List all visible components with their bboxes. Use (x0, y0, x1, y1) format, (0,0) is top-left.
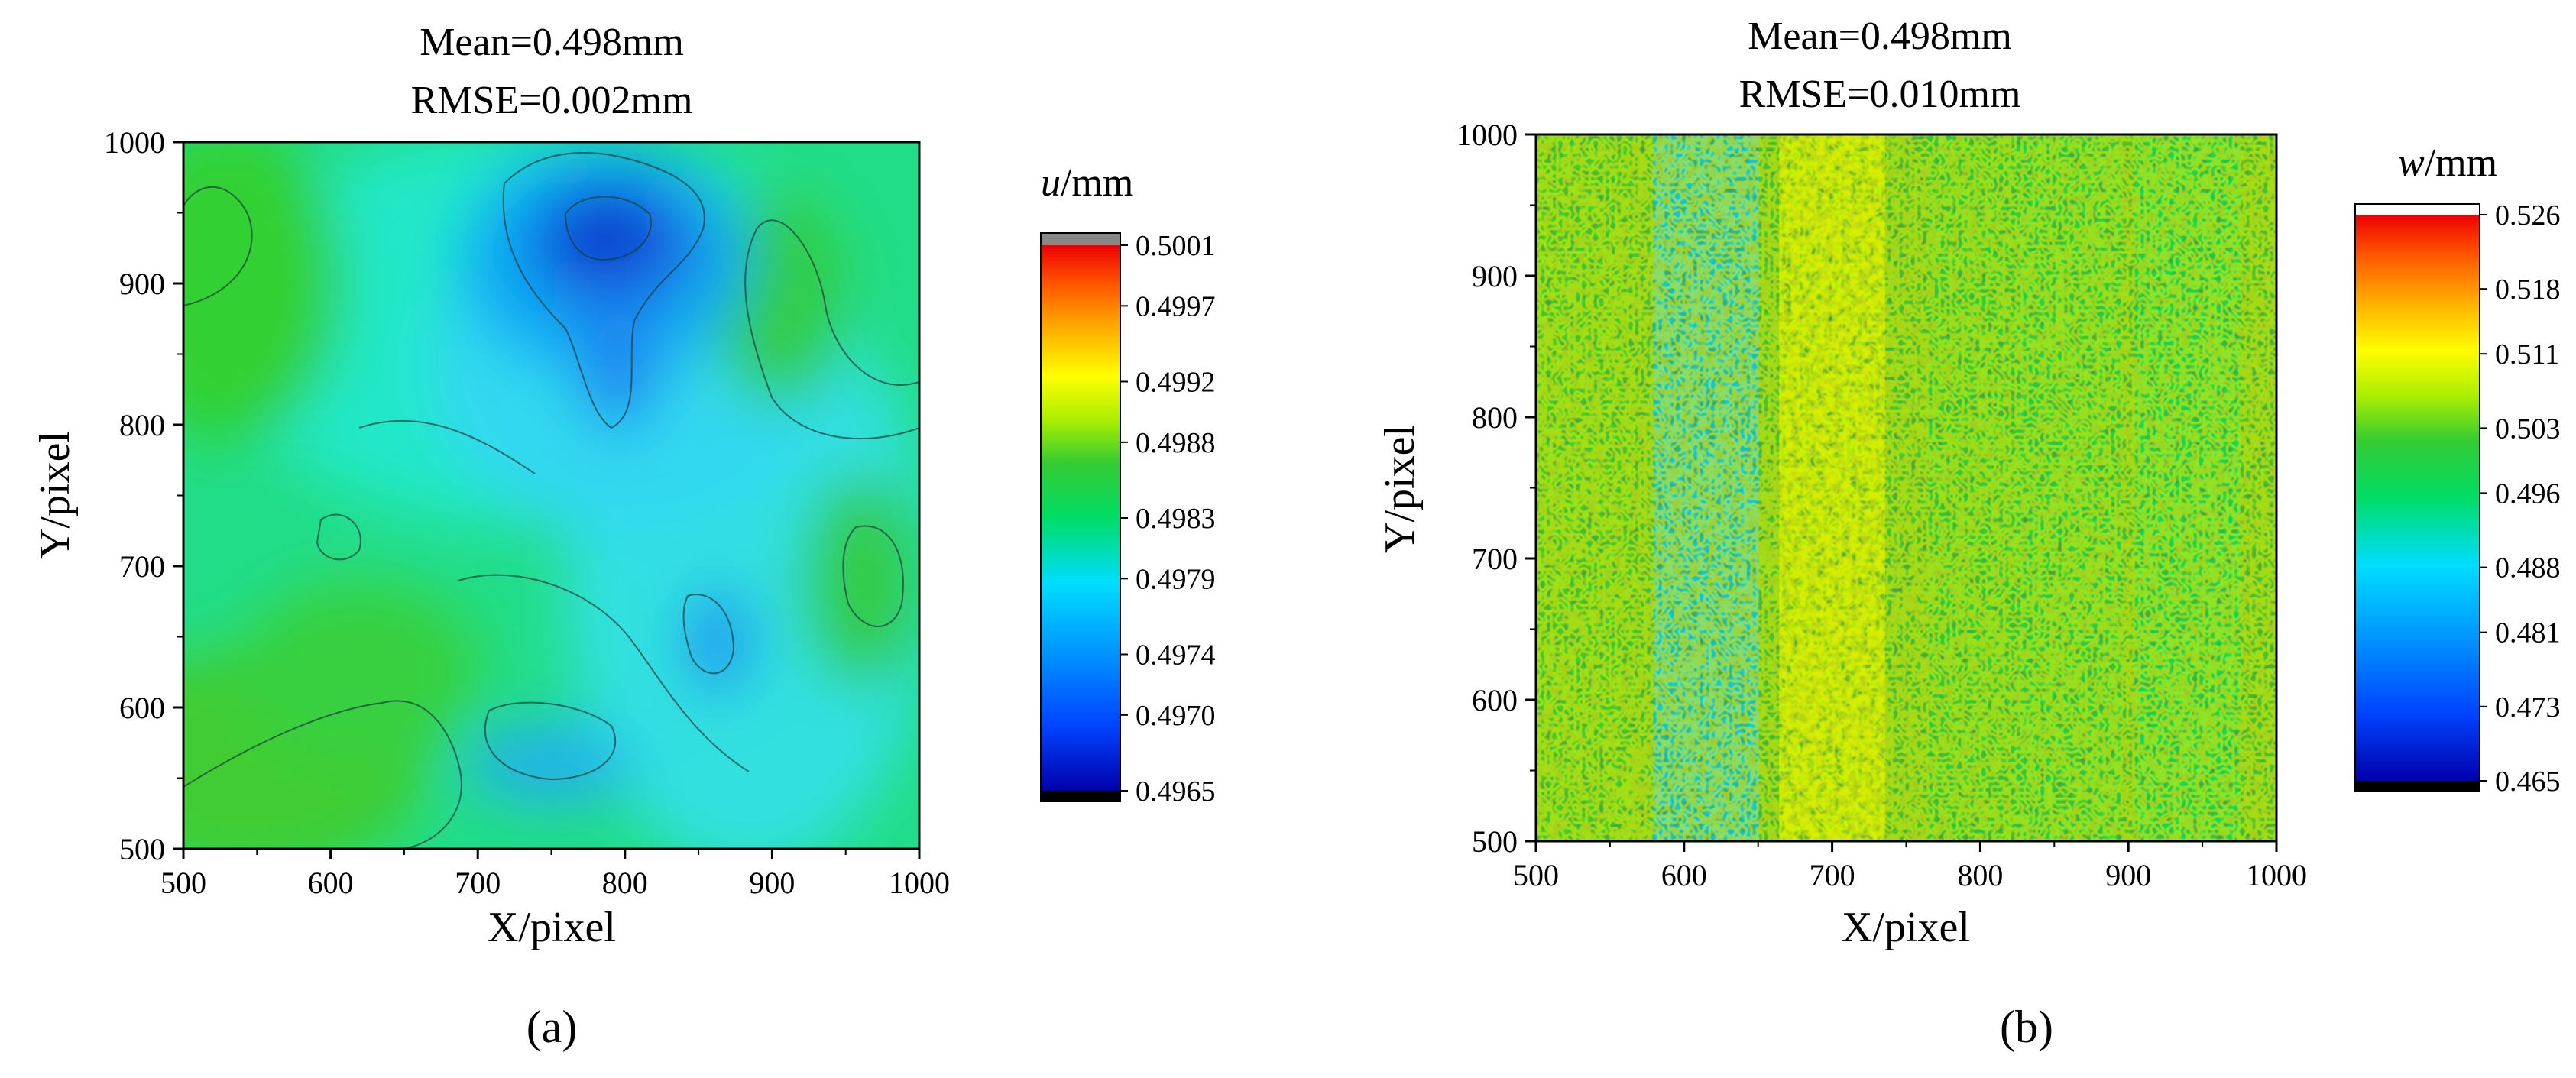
panel-a-colorbar-tick-label: 0.4988 (1136, 427, 1216, 459)
panel-a-xtick-label: 500 (160, 866, 206, 900)
panel-a: Mean=0.498mm RMSE=0.002mm (31, 21, 1216, 951)
panel-b-heatmap (1536, 134, 2276, 841)
panel-a-ylabel: Y/pixel (31, 431, 79, 559)
panel-a-contours (183, 152, 919, 849)
panel-b-axes: 500 600 700 800 900 1000 500 600 700 800 900 1000 (1456, 118, 2307, 892)
panel-a-xtick-label: 1000 (889, 866, 950, 900)
panel-a-xtick-label: 900 (749, 866, 795, 900)
panel-b-title-line-2: RMSE=0.010mm (1739, 73, 2021, 116)
panel-a-colorbar-underflow (1041, 791, 1120, 801)
panel-b-ylabel: Y/pixel (1376, 425, 1424, 553)
panel-b-colorbar-tick-label: 0.481 (2495, 617, 2561, 649)
panel-a-xtick-label: 800 (602, 866, 648, 900)
panel-b-colorbar-underflow (2355, 781, 2480, 792)
panel-b-ytick-label: 1000 (1456, 118, 1518, 152)
panel-b-colorbar-overflow (2355, 204, 2480, 215)
panel-b-xlabel: X/pixel (1842, 904, 1970, 951)
panel-a-xtick-label: 600 (308, 866, 354, 900)
panel-a-heatmap (183, 142, 919, 849)
panel-a-colorbar-tick-label: 0.4974 (1136, 639, 1216, 672)
panel-a-ytick-label: 500 (119, 832, 165, 866)
panel-b-ytick-label: 700 (1472, 542, 1518, 576)
panel-a-title-line-2: RMSE=0.002mm (411, 79, 693, 122)
panel-a-colorbar-tick-label: 0.5001 (1136, 230, 1216, 262)
panel-b-colorbar-tick-label: 0.503 (2495, 413, 2561, 445)
panel-a-colorbar-tick-label: 0.4992 (1136, 367, 1216, 399)
panel-b-colorbar-tick-label: 0.511 (2495, 338, 2559, 371)
panel-a-title-line-1: Mean=0.498mm (420, 21, 684, 64)
panel-b-colorbar-label: w/mm (2398, 141, 2497, 185)
panel-a-colorbar-tick-label: 0.4965 (1136, 775, 1216, 808)
panel-b-title-line-1: Mean=0.498mm (1748, 15, 2012, 58)
panel-b-colorbar: w/mm 0.526 0.518 0.511 0.503 0.496 0.488 0.481… (2354, 141, 2561, 798)
panel-b-ytick-label: 800 (1472, 400, 1518, 435)
panel-b-speckle-yellow (1536, 134, 2276, 841)
panel-a-ytick-label: 1000 (104, 125, 165, 160)
panel-b-colorbar-tick-label: 0.488 (2495, 552, 2561, 584)
panel-a-xtick-label: 700 (455, 866, 501, 900)
panel-b-colorbar-tick-label: 0.465 (2495, 766, 2561, 798)
panel-b-colorbar-tick-label: 0.526 (2495, 199, 2561, 231)
panel-b-xtick-label: 900 (2105, 858, 2151, 892)
panel-a-ytick-label: 800 (119, 408, 165, 442)
panel-a-colorbar: u/mm 0.5001 0.4997 0.4992 0.4988 0.4983 0.497… (1040, 161, 1216, 808)
panel-b-colorbar-tick-label: 0.473 (2495, 691, 2561, 724)
panel-b-colorbar-tick-label: 0.518 (2495, 274, 2561, 306)
panel-b-xtick-label: 1000 (2246, 858, 2307, 892)
panel-a-ytick-label: 600 (119, 691, 165, 725)
panel-b-ytick-label: 500 (1472, 824, 1518, 859)
panel-b-xtick-label: 700 (1810, 858, 1855, 892)
panel-b-xtick-label: 500 (1513, 858, 1559, 892)
panel-a-field-blobs (183, 142, 919, 849)
panel-b: Mean=0.498mm RMSE=0.010mm 500 600 700 800 90… (1376, 15, 2561, 951)
panel-b-caption: (b) (2000, 1002, 2053, 1052)
panel-a-ytick-label: 900 (119, 267, 165, 301)
panel-b-colorbar-tick-label: 0.496 (2495, 477, 2561, 510)
panel-b-xtick-label: 600 (1661, 858, 1707, 892)
panel-a-colorbar-tick-label: 0.4979 (1136, 563, 1216, 595)
panel-a-ytick-label: 700 (119, 549, 165, 584)
panel-a-xlabel: X/pixel (488, 904, 616, 951)
panel-a-colorbar-tick-label: 0.4997 (1136, 290, 1216, 322)
panel-a-colorbar-tick-label: 0.4970 (1136, 700, 1216, 732)
panel-b-ytick-label: 600 (1472, 683, 1518, 717)
panel-a-colorbar-tick-label: 0.4983 (1136, 503, 1216, 535)
panel-b-xtick-label: 800 (1957, 858, 2003, 892)
panel-a-colorbar-overflow (1041, 233, 1120, 245)
panel-b-colorbar-gradient (2355, 215, 2480, 781)
panel-a-colorbar-label: u/mm (1041, 161, 1133, 205)
panel-a-caption: (a) (527, 1002, 578, 1052)
panel-b-colorbar-frame (2354, 203, 2480, 792)
panel-b-ytick-label: 900 (1472, 259, 1518, 293)
panel-a-colorbar-gradient (1041, 245, 1120, 791)
panel-a-axes: 500 600 700 800 900 1000 500 600 700 800 900 1000 (104, 125, 950, 900)
